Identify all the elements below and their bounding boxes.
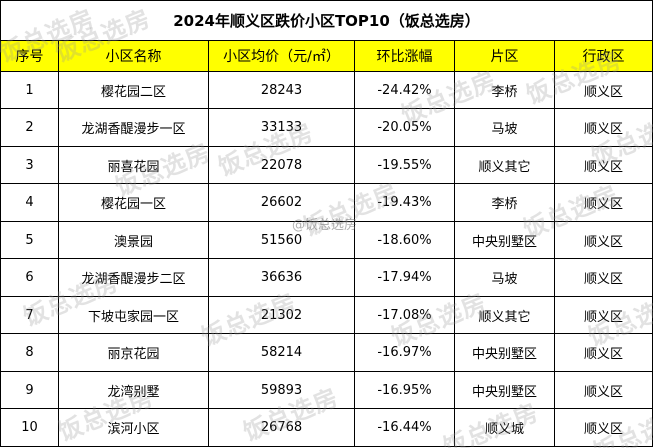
cell-district: 顺义区 [553,295,653,335]
table-row: 1 樱花园二区 28243 -24.42% 李桥 顺义区 [0,70,653,110]
cell-area: 马坡 [454,108,555,147]
table-title: 2024年顺义区跌价小区TOP10（饭总选房） [0,0,653,41]
cell-area: 李桥 [454,183,555,222]
table-header-row: 序号 小区名称 小区均价（元/㎡） 环比涨幅 片区 行政区 [0,39,653,72]
cell-community-name: 丽喜花园 [58,145,209,185]
cell-community-name: 龙湾别墅 [58,370,209,410]
cell-area: 中央别墅区 [454,220,555,260]
cell-average-price: 28243 [208,70,355,110]
cell-district: 顺义区 [553,220,653,260]
table-row: 7 下坡屯家园一区 21302 -17.08% 顺义其它 顺义区 [0,295,653,335]
table-row: 3 丽喜花园 22078 -19.55% 顺义其它 顺义区 [0,145,653,185]
cell-district: 顺义区 [553,108,653,147]
cell-area: 顺义其它 [454,295,555,335]
cell-average-price: 58214 [208,333,355,372]
cell-rank: 5 [0,220,59,260]
cell-rank: 2 [0,108,59,147]
cell-rank: 6 [0,258,59,297]
cell-change: -19.55% [354,145,455,185]
header-change: 环比涨幅 [354,39,455,72]
cell-average-price: 22078 [208,145,355,185]
cell-district: 顺义区 [553,70,653,110]
cell-community-name: 龙湖香醍漫步二区 [58,258,209,297]
cell-district: 顺义区 [553,333,653,372]
table-title-row: 2024年顺义区跌价小区TOP10（饭总选房） [0,0,653,41]
cell-area: 李桥 [454,70,555,110]
cell-change: -16.44% [354,408,455,447]
cell-average-price: 51560 [208,220,355,260]
table-row: 5 澳景园 51560 -18.60% 中央别墅区 顺义区 [0,220,653,260]
cell-community-name: 澳景园 [58,220,209,260]
cell-area: 中央别墅区 [454,333,555,372]
cell-district: 顺义区 [553,145,653,185]
cell-rank: 10 [0,408,59,447]
cell-area: 马坡 [454,258,555,297]
cell-district: 顺义区 [553,408,653,447]
cell-community-name: 滨河小区 [58,408,209,447]
cell-change: -24.42% [354,70,455,110]
cell-community-name: 樱花园一区 [58,183,209,222]
cell-change: -20.05% [354,108,455,147]
cell-district: 顺义区 [553,370,653,410]
cell-average-price: 26768 [208,408,355,447]
cell-rank: 8 [0,333,59,372]
cell-rank: 4 [0,183,59,222]
table-row: 4 樱花园一区 26602 -19.43% 李桥 顺义区 [0,183,653,222]
cell-change: -16.97% [354,333,455,372]
cell-district: 顺义区 [553,183,653,222]
table-row: 8 丽京花园 58214 -16.97% 中央别墅区 顺义区 [0,333,653,372]
cell-rank: 3 [0,145,59,185]
header-average-price: 小区均价（元/㎡） [208,39,355,72]
header-community-name: 小区名称 [58,39,209,72]
cell-average-price: 36636 [208,258,355,297]
header-rank: 序号 [0,39,59,72]
cell-average-price: 26602 [208,183,355,222]
cell-district: 顺义区 [553,258,653,297]
cell-average-price: 59893 [208,370,355,410]
table-body: 1 樱花园二区 28243 -24.42% 李桥 顺义区 2 龙湖香醍漫步一区 33133 -20… [0,70,653,447]
table-row: 6 龙湖香醍漫步二区 36636 -17.94% 马坡 顺义区 [0,258,653,297]
cell-community-name: 下坡屯家园一区 [58,295,209,335]
cell-change: -19.43% [354,183,455,222]
cell-community-name: 樱花园二区 [58,70,209,110]
cell-average-price: 21302 [208,295,355,335]
cell-rank: 9 [0,370,59,410]
cell-area: 顺义其它 [454,145,555,185]
table-row: 2 龙湖香醍漫步一区 33133 -20.05% 马坡 顺义区 [0,108,653,147]
cell-community-name: 丽京花园 [58,333,209,372]
cell-community-name: 龙湖香醍漫步一区 [58,108,209,147]
cell-average-price: 33133 [208,108,355,147]
cell-rank: 7 [0,295,59,335]
cell-rank: 1 [0,70,59,110]
cell-change: -16.95% [354,370,455,410]
header-area: 片区 [454,39,555,72]
cell-area: 顺义城 [454,408,555,447]
cell-area: 中央别墅区 [454,370,555,410]
table-row: 9 龙湾别墅 59893 -16.95% 中央别墅区 顺义区 [0,370,653,410]
header-district: 行政区 [553,39,653,72]
table-row: 10 滨河小区 26768 -16.44% 顺义城 顺义区 [0,408,653,447]
cell-change: -18.60% [354,220,455,260]
cell-change: -17.08% [354,295,455,335]
cell-change: -17.94% [354,258,455,297]
